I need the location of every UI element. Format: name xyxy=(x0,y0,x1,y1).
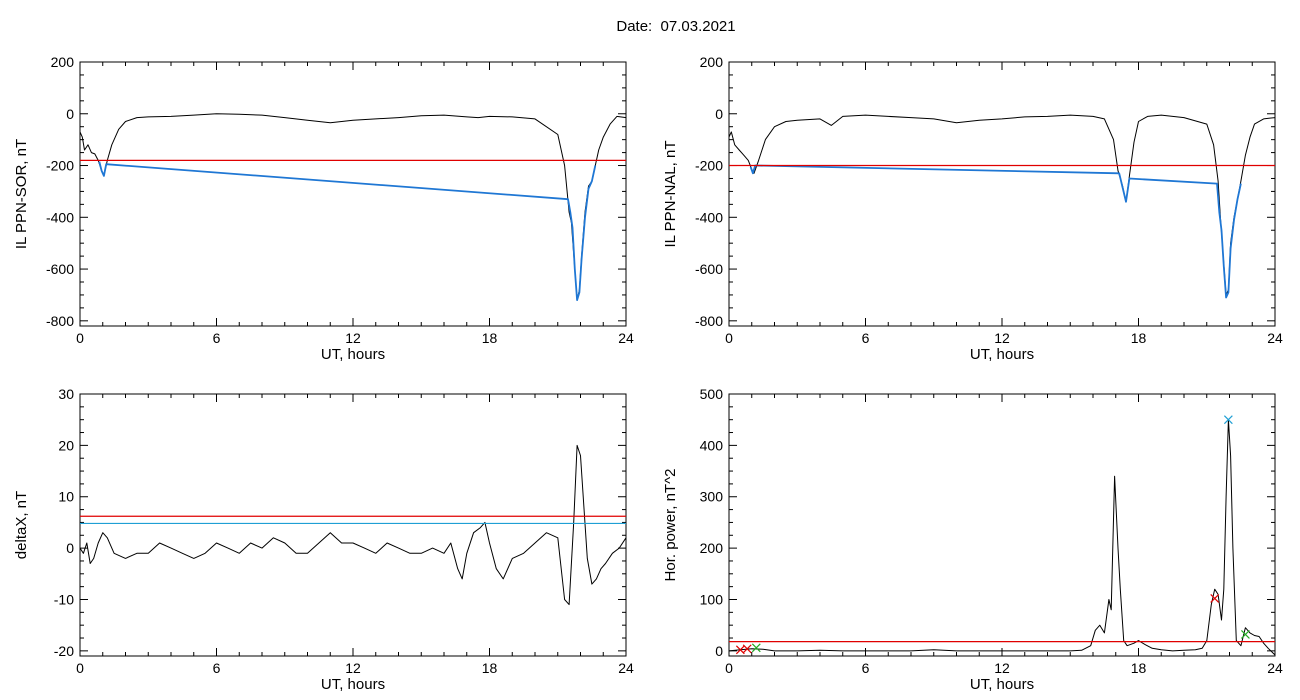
y-tick-label: -800 xyxy=(46,313,74,329)
x-tick-label: 0 xyxy=(725,330,733,346)
plot-area xyxy=(80,444,626,606)
chart-panel-3: 0 6 12 18 24 -20 -10 0 10 20 30 UT, hours deltaX, nT xyxy=(13,386,634,693)
y-tick-label: 0 xyxy=(66,106,74,122)
x-tick-label: 12 xyxy=(994,660,1010,676)
plot-area xyxy=(729,114,1275,299)
series-line-1 xyxy=(729,419,1275,656)
y-tick-label: 100 xyxy=(700,591,724,607)
y-axis-label: IL PPN-NAL, nT xyxy=(662,141,679,248)
y-tick-label: 200 xyxy=(51,54,75,70)
x-tick-label: 24 xyxy=(1267,660,1283,676)
x-tick-label: 6 xyxy=(213,660,221,676)
y-tick-label: 400 xyxy=(700,437,724,453)
y-axis-label: IL PPN-SOR, nT xyxy=(13,139,30,249)
plot-frame xyxy=(728,61,1276,327)
x-tick-label: 12 xyxy=(994,330,1010,346)
y-tick-label: 0 xyxy=(715,106,723,122)
plot-frame xyxy=(728,393,1276,657)
y-tick-label: 500 xyxy=(700,386,724,402)
x-marker xyxy=(1223,415,1233,425)
x-tick-label: 0 xyxy=(76,660,84,676)
y-tick-label: -800 xyxy=(695,313,723,329)
y-tick-label: -600 xyxy=(46,261,74,277)
chart-panel-1: 0 6 12 18 24 -800 -600 -400 -200 0 200 UT, hours IL … xyxy=(13,54,634,363)
y-tick-label: 20 xyxy=(58,437,74,453)
x-tick-label: 18 xyxy=(1131,330,1147,346)
series-line-1 xyxy=(80,444,626,606)
x-tick-label: 24 xyxy=(618,660,634,676)
y-tick-label: -200 xyxy=(695,158,723,174)
y-tick-label: -400 xyxy=(695,209,723,225)
x-marker xyxy=(1210,594,1220,603)
y-axis-label: Hor. power, nT^2 xyxy=(662,469,679,582)
chart-panel-2: 0 6 12 18 24 -800 -600 -400 -200 0 200 UT, hours IL … xyxy=(662,54,1283,363)
x-tick-label: 12 xyxy=(345,660,361,676)
x-tick-label: 0 xyxy=(76,330,84,346)
x-tick-label: 18 xyxy=(1131,660,1147,676)
x-tick-label: 24 xyxy=(1267,330,1283,346)
x-marker xyxy=(742,644,752,654)
x-axis-label: UT, hours xyxy=(321,676,385,693)
x-axis-label: UT, hours xyxy=(970,676,1034,693)
y-tick-label: 0 xyxy=(66,540,74,556)
y-tick-label: 10 xyxy=(58,489,74,505)
y-tick-label: 300 xyxy=(700,489,724,505)
plot-frame xyxy=(79,61,627,327)
x-tick-label: 6 xyxy=(213,330,221,346)
series-line-1 xyxy=(80,113,626,301)
x-tick-label: 24 xyxy=(618,330,634,346)
plot-area xyxy=(729,415,1275,656)
y-tick-label: 200 xyxy=(700,54,724,70)
y-tick-label: -200 xyxy=(46,158,74,174)
y-axis-label: deltaX, nT xyxy=(13,491,30,559)
y-tick-label: -600 xyxy=(695,261,723,277)
chart-panel-4: 0 6 12 18 24 0 100 200 300 400 500 UT, hours Hor. po… xyxy=(662,386,1283,693)
date-title: Date: 07.03.2021 xyxy=(616,18,736,35)
x-tick-label: 6 xyxy=(862,330,870,346)
x-tick-label: 18 xyxy=(482,330,498,346)
y-tick-label: 30 xyxy=(58,386,74,402)
series-line-1 xyxy=(729,114,1275,296)
x-tick-label: 18 xyxy=(482,660,498,676)
y-tick-label: -400 xyxy=(46,209,74,225)
plot-area xyxy=(80,113,626,302)
y-tick-label: -10 xyxy=(54,591,74,607)
x-axis-label: UT, hours xyxy=(970,346,1034,363)
series-line-2 xyxy=(749,164,1242,299)
plot-frame xyxy=(79,393,627,657)
x-tick-label: 12 xyxy=(345,330,361,346)
y-tick-label: -20 xyxy=(54,643,74,659)
x-tick-label: 0 xyxy=(725,660,733,676)
x-marker xyxy=(1241,629,1250,639)
x-marker xyxy=(751,643,761,653)
series-line-2 xyxy=(98,161,597,302)
y-tick-label: 0 xyxy=(715,643,723,659)
x-axis-label: UT, hours xyxy=(321,346,385,363)
x-tick-label: 6 xyxy=(862,660,870,676)
y-tick-label: 200 xyxy=(700,540,724,556)
